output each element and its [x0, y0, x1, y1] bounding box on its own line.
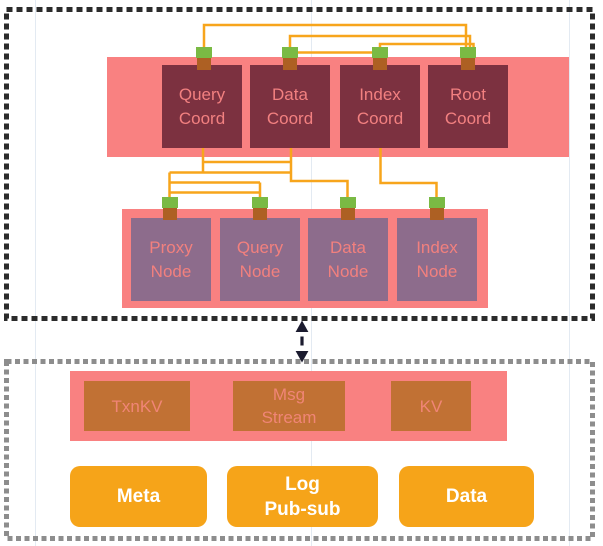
index-node-box: Index Node: [397, 218, 477, 301]
kv-service-box: KV: [391, 381, 471, 431]
proxy-node-port-icon: [162, 197, 178, 220]
slide-guide-line: [35, 0, 36, 546]
root-coord-port-icon: [460, 47, 476, 70]
log-pubsub-store-box: Log Pub-sub: [227, 466, 378, 527]
data-coord-port-icon: [282, 47, 298, 70]
index-coord-box: Index Coord: [340, 65, 420, 148]
proxy-node-box: Proxy Node: [131, 218, 211, 301]
slide-guide-line: [569, 0, 570, 546]
wire-query-root: [202, 23, 468, 48]
index-node-port-icon: [429, 197, 445, 220]
index-coord-port-icon: [372, 47, 388, 70]
txnkv-service-box: TxnKV: [84, 381, 190, 431]
sync-arrow-icon: [295, 320, 309, 363]
data-coord-box: Data Coord: [250, 65, 330, 148]
data-store-box: Data: [399, 466, 534, 527]
msg-stream-service-box: Msg Stream: [233, 381, 345, 431]
query-node-port-icon: [252, 197, 268, 220]
query-node-box: Query Node: [220, 218, 300, 301]
data-node-port-icon: [340, 197, 356, 220]
root-coord-box: Root Coord: [428, 65, 508, 148]
query-coord-box: Query Coord: [162, 65, 242, 148]
meta-store-box: Meta: [70, 466, 207, 527]
query-coord-port-icon: [196, 47, 212, 70]
data-node-box: Data Node: [308, 218, 388, 301]
